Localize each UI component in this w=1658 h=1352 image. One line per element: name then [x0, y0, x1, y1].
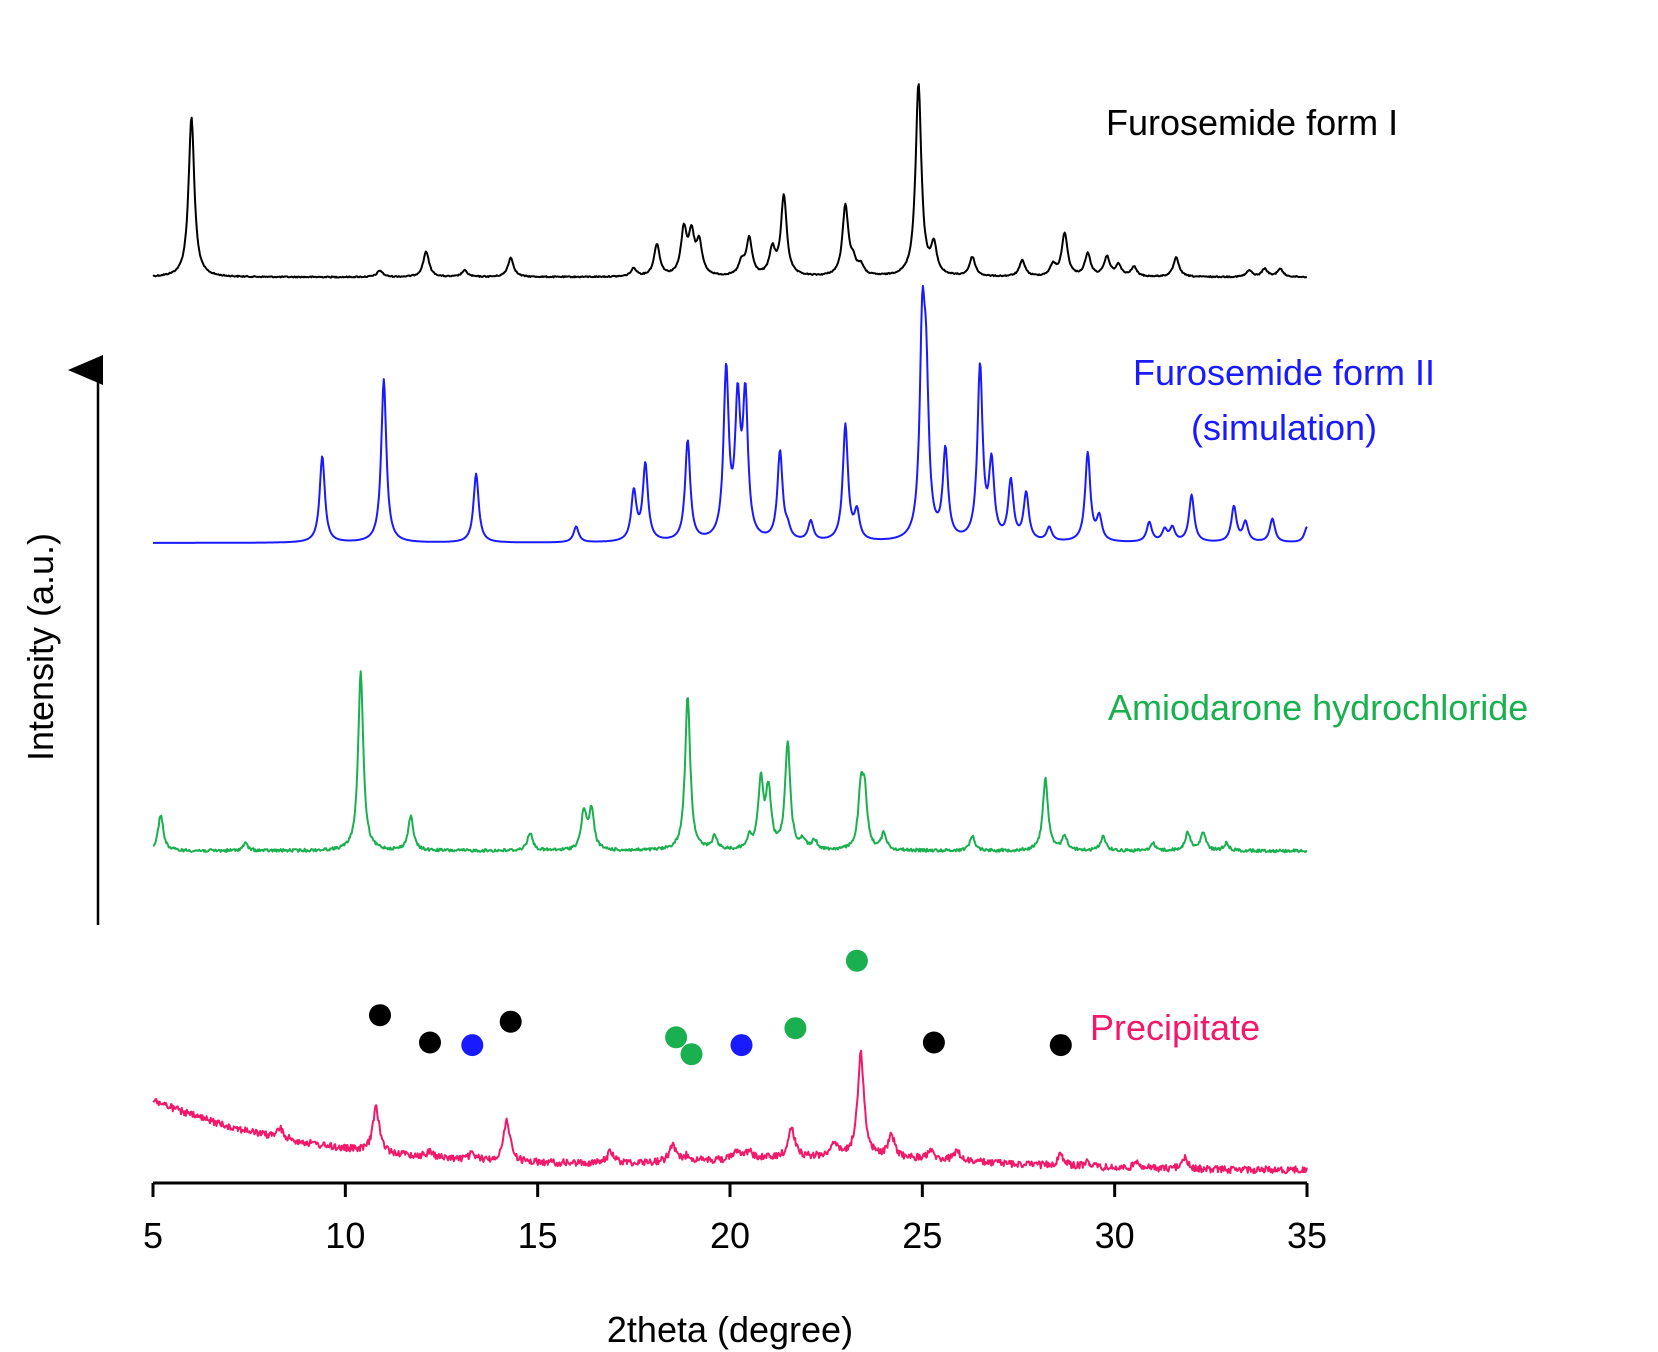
phase-marker-9: [845, 949, 868, 972]
phase-marker-7: [730, 1034, 753, 1057]
x-tick-label-35: 35: [1287, 1215, 1327, 1256]
marker-layer: [369, 949, 1072, 1066]
x-tick-label-5: 5: [143, 1215, 163, 1256]
phase-marker-10: [922, 1031, 945, 1054]
y-axis-label: Intensity (a.u.): [20, 533, 61, 761]
x-tick-label-30: 30: [1095, 1215, 1135, 1256]
x-tick-label-10: 10: [325, 1215, 365, 1256]
phase-marker-3: [461, 1034, 484, 1057]
series-label-precipitate: Precipitate: [1090, 1007, 1260, 1048]
x-axis-label: 2theta (degree): [607, 1309, 853, 1350]
series-line-4: [152, 1049, 1308, 1175]
phase-marker-11: [1049, 1034, 1072, 1057]
phase-marker-8: [784, 1017, 807, 1040]
series-label-furosemide-form-2: Furosemide form II: [1133, 352, 1435, 393]
phase-marker-1: [369, 1004, 391, 1027]
series-line-2: [152, 284, 1308, 544]
x-tick-label-15: 15: [518, 1215, 558, 1256]
series-line-1: [152, 83, 1308, 279]
phase-marker-5: [665, 1026, 688, 1049]
x-tick-label-25: 25: [902, 1215, 942, 1256]
series-label-amiodarone-hydrochloride: Amiodarone hydrochloride: [1108, 687, 1528, 728]
series-label-furosemide-form-2-note: (simulation): [1191, 407, 1377, 448]
x-tick-layer: 5 10 15 20 25 30 35: [143, 1183, 1327, 1256]
phase-marker-6: [680, 1043, 703, 1066]
series-line-3: [152, 670, 1308, 854]
phase-marker-4: [499, 1010, 522, 1033]
series-label-furosemide-form-1: Furosemide form I: [1106, 102, 1398, 143]
series-layer: [152, 83, 1308, 1175]
x-tick-label-20: 20: [710, 1215, 750, 1256]
phase-marker-2: [419, 1031, 441, 1054]
